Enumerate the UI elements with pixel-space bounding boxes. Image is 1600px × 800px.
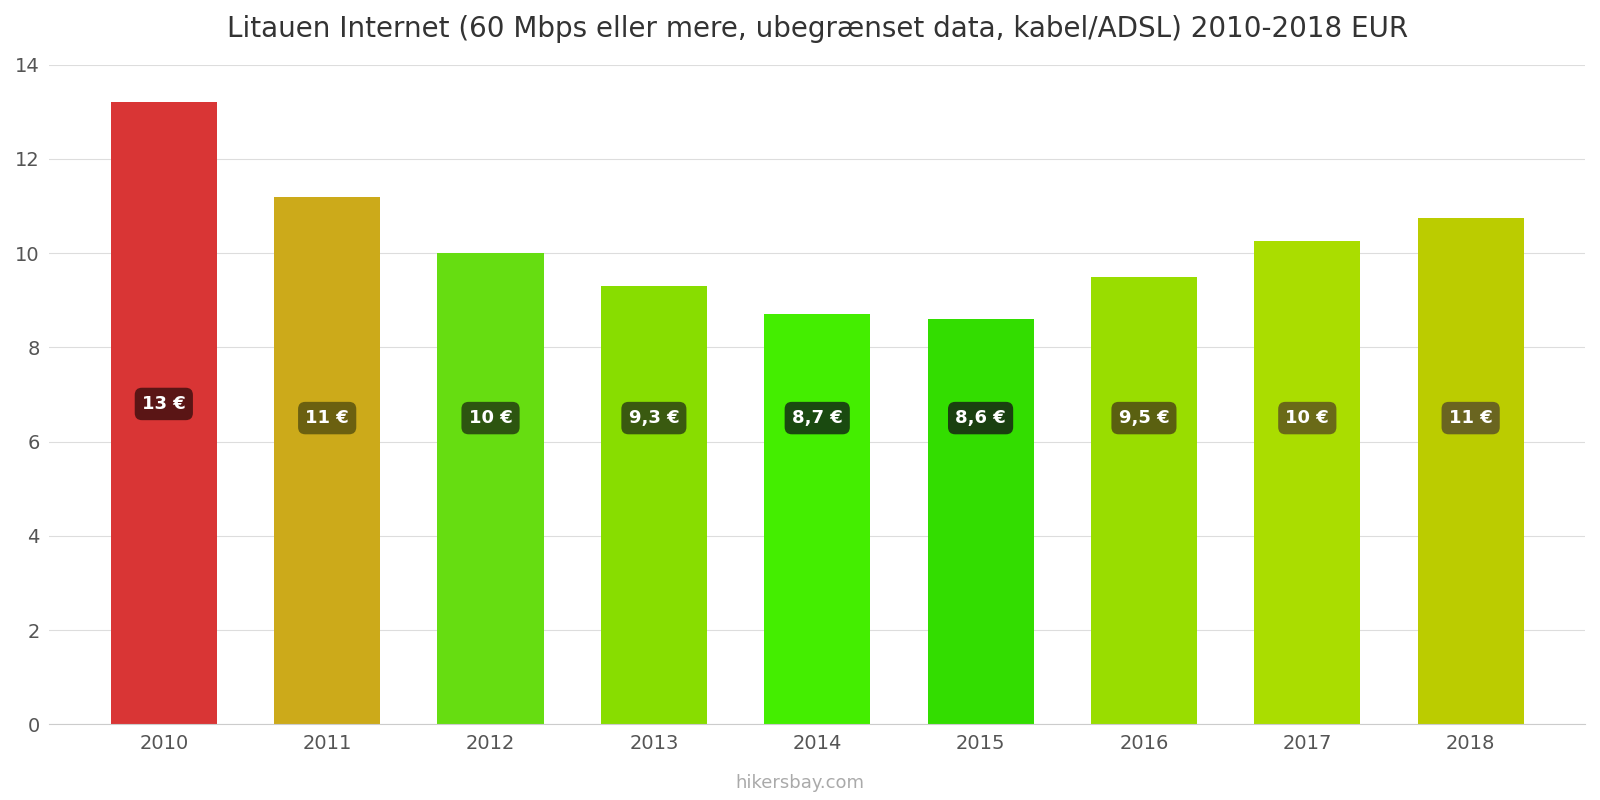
Text: 8,7 €: 8,7 € xyxy=(792,409,843,427)
Bar xyxy=(765,314,870,724)
Text: 13 €: 13 € xyxy=(142,395,186,413)
Bar xyxy=(274,197,381,724)
Text: 8,6 €: 8,6 € xyxy=(955,409,1006,427)
Text: 10 €: 10 € xyxy=(469,409,512,427)
Bar xyxy=(600,286,707,724)
Text: hikersbay.com: hikersbay.com xyxy=(736,774,864,792)
Text: 10 €: 10 € xyxy=(1285,409,1330,427)
Bar xyxy=(1091,277,1197,724)
Text: 9,5 €: 9,5 € xyxy=(1118,409,1170,427)
Title: Litauen Internet (60 Mbps eller mere, ubegrænset data, kabel/ADSL) 2010-2018 EUR: Litauen Internet (60 Mbps eller mere, ub… xyxy=(227,15,1408,43)
Bar xyxy=(1254,242,1360,724)
Text: 9,3 €: 9,3 € xyxy=(629,409,678,427)
Bar xyxy=(928,319,1034,724)
Text: 11 €: 11 € xyxy=(306,409,349,427)
Bar xyxy=(110,102,218,724)
Text: 11 €: 11 € xyxy=(1448,409,1493,427)
Bar xyxy=(1418,218,1523,724)
Bar xyxy=(437,254,544,724)
